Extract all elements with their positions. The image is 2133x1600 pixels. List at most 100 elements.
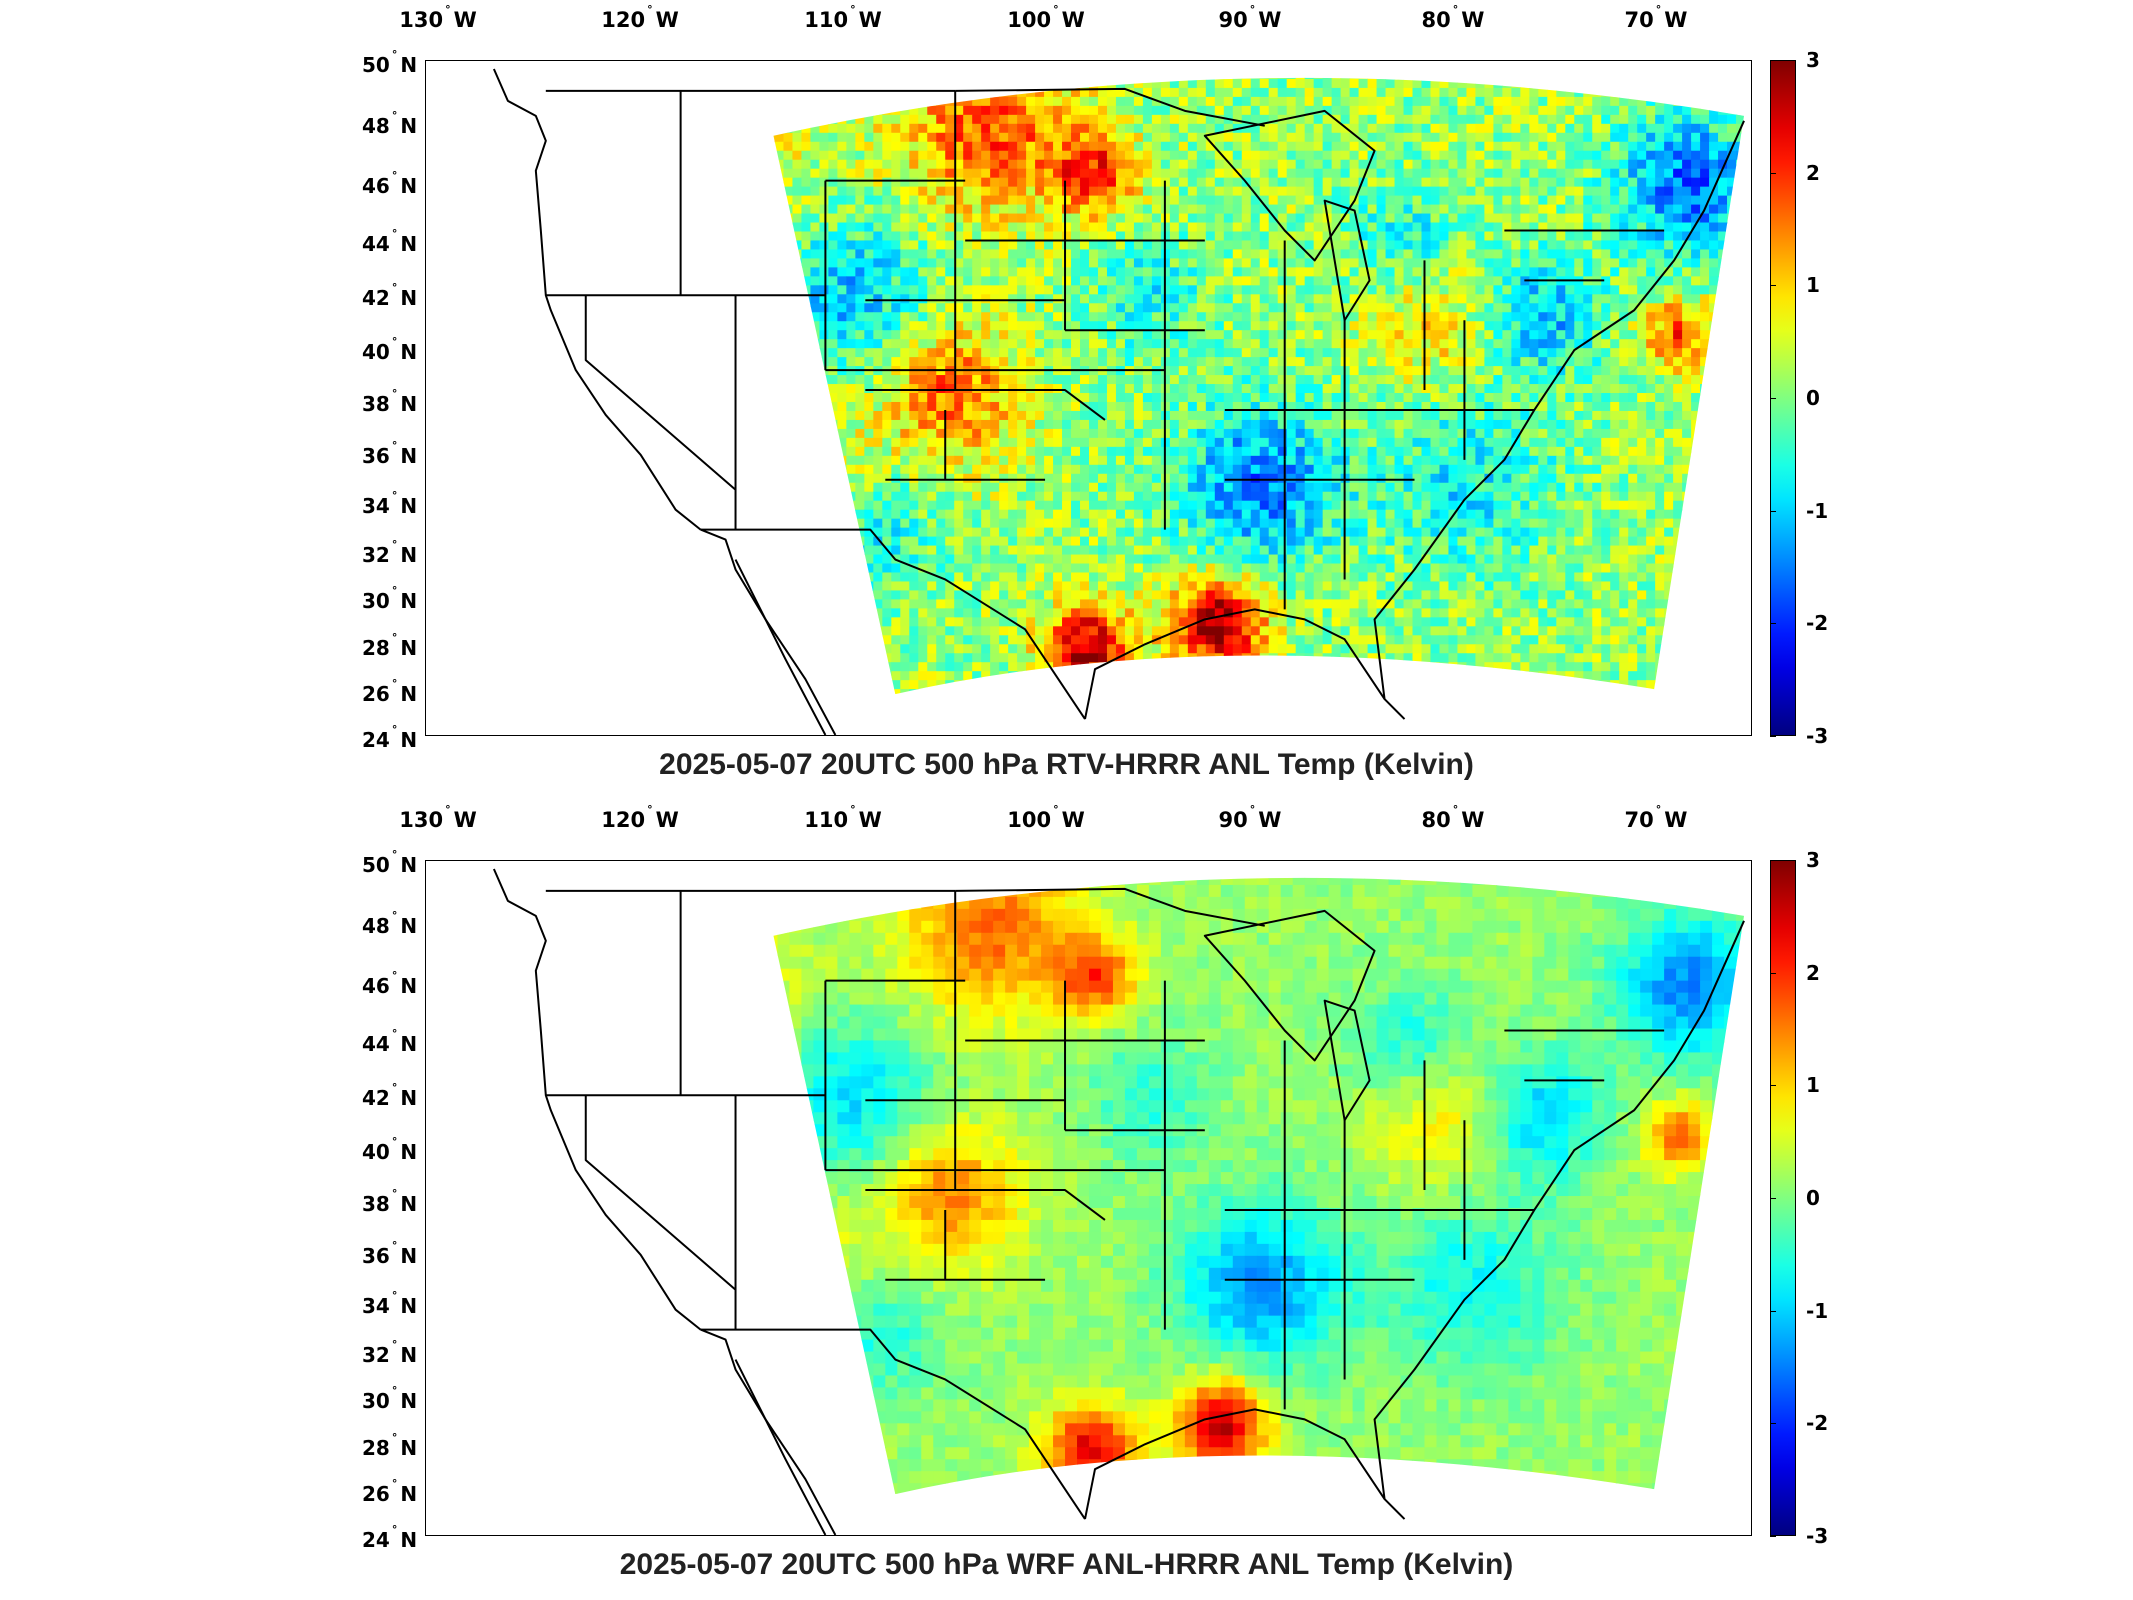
latitude-label: 24 ° N	[362, 1523, 418, 1552]
bottom-panel: 130 ° W 120 ° W 110 ° W 100 ° W 90 ° W 80 ° W 70 ° W 50 ° N 48 °…	[0, 800, 2133, 1600]
boundary-line	[1203, 909, 1376, 1062]
latitude-label: 50 ° N	[362, 48, 418, 77]
longitude-label: 70 ° W	[1624, 803, 1688, 832]
latitude-label: 24 ° N	[362, 723, 418, 752]
longitude-label: 130 ° W	[399, 3, 477, 32]
colorbar-tick-label: 3	[1806, 848, 1820, 872]
latitude-label: 30 ° N	[362, 584, 418, 613]
boundary-line	[584, 1095, 737, 1291]
colorbar-tick-label: -2	[1806, 611, 1829, 636]
boundary-line	[700, 1328, 1086, 1520]
boundary-line	[700, 528, 837, 735]
colorbar-tick-mark	[1770, 1085, 1776, 1087]
latitude-label: 50 ° N	[362, 848, 418, 877]
boundary-line	[700, 1328, 837, 1535]
colorbar-tick-label: 0	[1806, 386, 1820, 410]
latitude-label: 26 ° N	[362, 1477, 418, 1506]
colorbar-tick-mark	[1770, 172, 1776, 174]
boundary-line	[865, 389, 1106, 421]
longitude-label: 90 ° W	[1218, 3, 1282, 32]
latitude-label: 28 ° N	[362, 1431, 418, 1460]
colorbar-tick-mark	[1770, 285, 1776, 287]
latitude-label: 28 ° N	[362, 631, 418, 660]
boundary-line	[1084, 1408, 1406, 1520]
longitude-label: 120 ° W	[601, 803, 679, 832]
boundary-line	[1084, 608, 1406, 720]
colorbar-tick-mark	[1770, 1198, 1776, 1199]
boundary-line	[865, 1189, 1106, 1221]
colorbar-tick-label: -3	[1806, 1524, 1829, 1548]
boundary-line	[584, 295, 737, 491]
colorbar-tick-label: 1	[1806, 273, 1820, 298]
latitude-label: 34 ° N	[362, 489, 418, 518]
boundary-line	[492, 68, 702, 531]
latitude-label: 46 ° N	[362, 169, 418, 198]
latitude-label: 36 ° N	[362, 439, 418, 468]
longitude-label: 80 ° W	[1421, 3, 1485, 32]
boundary-line	[1323, 999, 1371, 1122]
colorbar-tick-mark	[1770, 623, 1776, 625]
colorbar-tick-mark	[1770, 1536, 1776, 1537]
longitude-label: 130 ° W	[399, 803, 477, 832]
colorbar-tick-label: 3	[1806, 48, 1820, 72]
longitude-label: 90 ° W	[1218, 803, 1282, 832]
latitude-label: 42 ° N	[362, 281, 418, 310]
boundary-line	[700, 528, 1086, 720]
boundary-line	[734, 1359, 827, 1535]
colorbar-tick-mark	[1770, 860, 1776, 861]
boundary-line	[734, 559, 827, 735]
colorbar-tick-mark	[1770, 510, 1776, 512]
latitude-label: 30 ° N	[362, 1384, 418, 1413]
colorbar-tick-label: 2	[1806, 960, 1820, 985]
latitude-label: 42 ° N	[362, 1081, 418, 1110]
colorbar-tick-mark	[1770, 60, 1776, 61]
map-frame	[425, 860, 1752, 1536]
latitude-label: 38 ° N	[362, 1187, 418, 1216]
boundary-line	[1323, 199, 1371, 322]
panel-caption: 2025-05-07 20UTC 500 hPa WRF ANL-HRRR AN…	[619, 1548, 1514, 1581]
top-panel: 130 ° W 120 ° W 110 ° W 100 ° W 90 ° W 80 ° W 70 ° W 50 ° N 48 °…	[362, 3, 1829, 781]
latitude-label: 44 ° N	[362, 1027, 418, 1056]
latitude-label: 32 ° N	[362, 538, 418, 567]
latitude-label: 44 ° N	[362, 227, 418, 256]
longitude-label: 100 ° W	[1007, 803, 1085, 832]
longitude-label: 120 ° W	[601, 3, 679, 32]
latitude-label: 32 ° N	[362, 1338, 418, 1367]
colorbar-tick-label: -1	[1806, 498, 1829, 523]
latitude-label: 38 ° N	[362, 387, 418, 416]
panel-caption: 2025-05-07 20UTC 500 hPa RTV-HRRR ANL Te…	[659, 748, 1474, 781]
boundary-line	[955, 887, 1265, 927]
colorbar-tick-label: 0	[1806, 1186, 1820, 1210]
colorbar-tick-mark	[1770, 1423, 1776, 1425]
map-frame	[425, 60, 1752, 736]
temperature-difference-map	[492, 68, 1745, 735]
colorbar-tick-label: 1	[1806, 1073, 1820, 1098]
colorbar-tick-mark	[1770, 736, 1776, 737]
longitude-label: 110 ° W	[804, 3, 882, 32]
colorbar-tick-mark	[1770, 398, 1776, 399]
latitude-label: 48 ° N	[362, 109, 418, 138]
colorbar-tick-mark	[1770, 1310, 1776, 1312]
temperature-field	[773, 877, 1745, 1495]
latitude-label: 40 ° N	[362, 1135, 418, 1164]
latitude-label: 46 ° N	[362, 969, 418, 998]
colorbar-tick-label: 2	[1806, 160, 1820, 185]
latitude-label: 48 ° N	[362, 909, 418, 938]
longitude-label: 70 ° W	[1624, 3, 1688, 32]
colorbar-tick-label: -1	[1806, 1298, 1829, 1323]
longitude-label: 100 ° W	[1007, 3, 1085, 32]
longitude-label: 80 ° W	[1421, 803, 1485, 832]
boundary-line	[492, 868, 702, 1331]
latitude-label: 40 ° N	[362, 335, 418, 364]
temperature-difference-map	[492, 868, 1745, 1535]
colorbar-tick-mark	[1770, 972, 1776, 974]
latitude-label: 34 ° N	[362, 1289, 418, 1318]
latitude-label: 26 ° N	[362, 677, 418, 706]
colorbar-tick-label: -2	[1806, 1411, 1829, 1436]
colorbar-tick-label: -3	[1806, 724, 1829, 748]
temperature-field	[773, 77, 1745, 695]
latitude-label: 36 ° N	[362, 1239, 418, 1268]
boundary-line	[955, 87, 1265, 127]
longitude-label: 110 ° W	[804, 803, 882, 832]
boundary-line	[1203, 109, 1376, 262]
